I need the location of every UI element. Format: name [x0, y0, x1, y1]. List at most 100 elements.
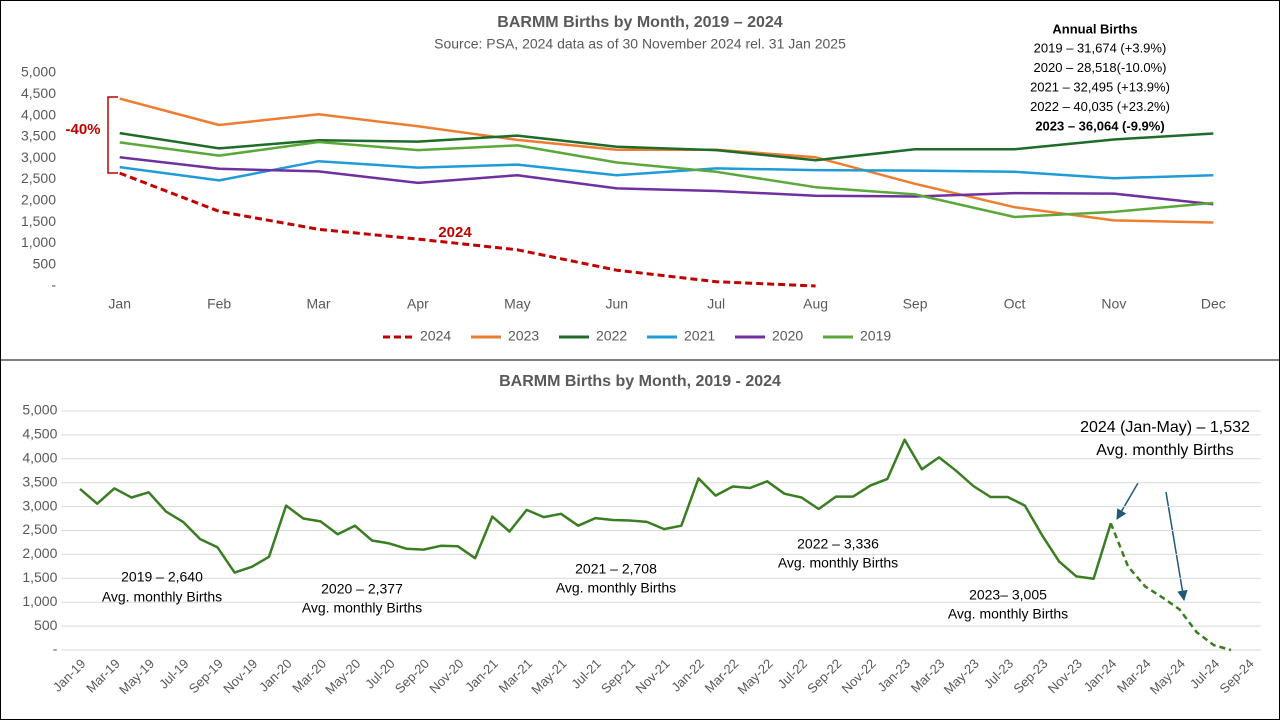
x-tick-label: Mar-23 [908, 656, 948, 696]
y-tick-label: 500 [34, 617, 58, 633]
data-line [1109, 522, 1232, 652]
annual-births-line: 2019 – 31,674 (+3.9%) [1034, 40, 1167, 55]
y-tick-label: 1,500 [21, 213, 56, 229]
annotation: Avg. monthly Births [556, 580, 676, 596]
data-line [119, 156, 1214, 206]
x-tick-label: Mar-19 [83, 656, 123, 696]
annotation: 2022 – 3,336 [797, 536, 879, 552]
x-tick-label: Sep-23 [1010, 656, 1050, 696]
y-tick-label: 4,000 [21, 106, 56, 122]
y-tick-label: 2,500 [21, 170, 56, 186]
annual-births-line: 2023 – 36,064 (-9.9%) [1035, 118, 1164, 133]
legend-label: 2023 [508, 328, 539, 344]
x-tick-label: May-20 [322, 656, 363, 697]
x-tick-label: Oct [1004, 296, 1026, 312]
x-tick-label: Jan-24 [1081, 656, 1120, 695]
annotation: 2024 [438, 224, 472, 241]
y-tick-label: 4,000 [22, 450, 57, 466]
annotation: Avg. monthly Births [778, 555, 898, 571]
chart-subtitle: Source: PSA, 2024 data as of 30 November… [434, 36, 846, 52]
x-tick-label: May-22 [734, 656, 775, 697]
x-tick-label: Nov-20 [426, 656, 466, 696]
legend-label: 2021 [684, 328, 715, 344]
x-tick-label: May [504, 296, 530, 312]
y-tick-label: - [51, 277, 56, 293]
x-tick-label: Nov-21 [632, 656, 672, 696]
x-tick-label: May-19 [116, 656, 157, 697]
y-tick-label: 1,000 [21, 234, 56, 250]
x-tick-label: Jun [606, 296, 629, 312]
y-tick-label: 4,500 [21, 85, 56, 101]
annotation: Avg. monthly Births [102, 589, 222, 605]
data-line [119, 140, 1214, 219]
annotation: Avg. monthly Births [1096, 442, 1234, 459]
x-tick-label: Mar [306, 296, 330, 312]
x-tick-label: Sep-22 [804, 656, 844, 696]
x-tick-label: Jan-22 [668, 656, 707, 695]
arrow [1116, 482, 1139, 520]
annotation: 2023– 3,005 [969, 587, 1047, 603]
y-tick-label: 3,000 [21, 149, 56, 165]
annual-births-line: 2022 – 40,035 (+23.2%) [1030, 99, 1170, 114]
x-tick-label: Aug [803, 296, 828, 312]
y-tick-label: 2,000 [21, 192, 56, 208]
legend-label: 2024 [420, 328, 451, 344]
x-tick-label: May-23 [941, 656, 982, 697]
annotation: 2024 (Jan-May) – 1,532 [1080, 419, 1250, 436]
y-tick-label: 1,000 [22, 593, 57, 609]
y-tick-label: 4,500 [22, 426, 57, 442]
arrow [1165, 491, 1188, 602]
y-tick-label: - [53, 641, 58, 657]
x-tick-label: Mar-21 [495, 656, 535, 696]
x-tick-label: Sep-21 [598, 656, 638, 696]
x-tick-label: Jan-23 [874, 656, 913, 695]
x-tick-label: Sep-19 [186, 656, 226, 696]
annotation: 2020 – 2,377 [321, 581, 403, 597]
y-tick-label: 2,500 [22, 521, 57, 537]
x-tick-label: Dec [1201, 296, 1226, 312]
x-tick-label: Feb [207, 296, 231, 312]
chart-title: BARMM Births by Month, 2019 – 2024 [497, 14, 783, 31]
x-tick-label: Mar-24 [1114, 656, 1154, 696]
legend-label: 2022 [596, 328, 627, 344]
y-tick-label: 5,000 [22, 402, 57, 418]
annotation: 2021 – 2,708 [575, 561, 657, 577]
x-tick-label: Jan-20 [256, 656, 295, 695]
x-tick-label: Jan-21 [462, 656, 501, 695]
data-line [79, 438, 1112, 581]
annotation: Avg. monthly Births [948, 606, 1068, 622]
x-tick-label: Mar-20 [289, 656, 329, 696]
y-tick-label: 5,000 [21, 64, 56, 80]
chart-title: BARMM Births by Month, 2019 - 2024 [499, 373, 781, 390]
annotation: -40% [65, 121, 100, 138]
x-tick-label: May-21 [528, 656, 569, 697]
annotation: Avg. monthly Births [302, 600, 422, 616]
x-tick-label: Jan [108, 296, 131, 312]
x-tick-label: Nov-23 [1045, 656, 1085, 696]
data-line [119, 131, 1214, 162]
annual-births-line: 2021 – 32,495 (+13.9%) [1030, 79, 1170, 94]
annual-births-line: 2020 – 28,518(-10.0%) [1034, 60, 1167, 75]
x-tick-label: Jan-19 [50, 656, 89, 695]
data-line [119, 171, 816, 288]
data-line [119, 159, 1214, 182]
y-tick-label: 1,500 [22, 569, 57, 585]
x-tick-label: Sep-24 [1217, 656, 1257, 696]
x-tick-label: Mar-22 [702, 656, 742, 696]
bracket [107, 96, 118, 174]
x-tick-label: May-24 [1147, 656, 1188, 697]
x-tick-label: Sep-20 [392, 656, 432, 696]
x-tick-label: Nov-19 [220, 656, 260, 696]
y-tick-label: 3,000 [22, 497, 57, 513]
legend-label: 2020 [772, 328, 803, 344]
annotation: 2019 – 2,640 [121, 569, 203, 585]
x-tick-label: Nov [1101, 296, 1126, 312]
x-tick-label: Sep [903, 296, 928, 312]
legend-label: 2019 [860, 328, 891, 344]
y-tick-label: 3,500 [22, 473, 57, 489]
x-tick-label: Apr [407, 296, 429, 312]
y-tick-label: 3,500 [21, 128, 56, 144]
x-tick-label: Nov-22 [839, 656, 879, 696]
y-tick-label: 2,000 [22, 545, 57, 561]
